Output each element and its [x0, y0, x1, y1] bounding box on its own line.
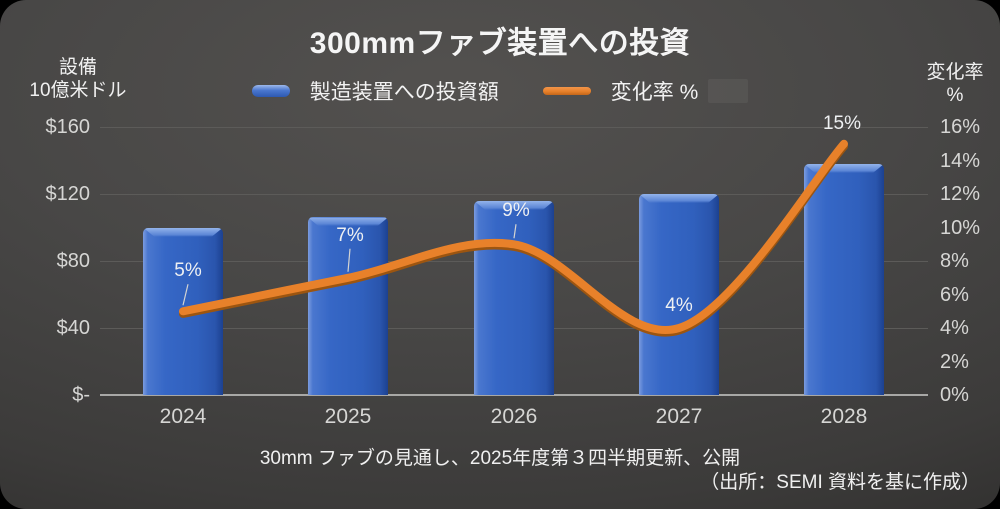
left-axis-title: 設備 10億米ドル	[14, 56, 142, 102]
footnote-caption: 30mm ファブの見通し、2025年度第３四半期更新、公開	[259, 448, 741, 469]
right-axis-tick: 0%	[940, 384, 969, 406]
x-axis-label: 2028	[820, 405, 868, 428]
left-axis-tick: $40	[56, 317, 90, 339]
chart-title: 300mmファブ装置への投資	[309, 27, 691, 60]
line-series-swatch-icon	[542, 87, 591, 95]
bar-2028	[804, 163, 884, 395]
x-axis-line	[100, 394, 928, 396]
gridline	[100, 127, 928, 128]
left-axis-tick: $160	[45, 116, 91, 138]
left-axis-tick: $80	[56, 250, 90, 272]
x-axis-label: 2027	[655, 405, 703, 428]
x-axis-label: 2026	[490, 405, 538, 428]
legend: 製造装置への投資額 変化率 %	[0, 76, 1000, 106]
bar-series-swatch-icon	[251, 85, 290, 97]
legend-highlight	[708, 79, 749, 103]
right-axis-tick: 14%	[940, 149, 981, 172]
right-axis-title: 変化率 %	[913, 61, 997, 107]
right-axis-tick: 2%	[940, 350, 969, 373]
right-axis-tick: 8%	[940, 250, 969, 272]
x-axis-label: 2024	[159, 405, 207, 428]
bar-2026	[474, 200, 554, 395]
left-axis-tick: $-	[72, 384, 90, 406]
line-point-label: 15%	[822, 112, 862, 134]
right-axis-tick: 6%	[940, 283, 969, 306]
left-axis-title-line2: 10億米ドル	[29, 80, 127, 101]
right-axis-tick: 16%	[940, 116, 981, 138]
right-axis-tick: 12%	[940, 183, 981, 205]
right-axis-tick: 4%	[940, 317, 969, 339]
right-axis-tick: 10%	[940, 216, 981, 239]
source-credit: （出所：SEMI 資料を基に作成）	[700, 472, 980, 493]
right-axis-title-line1: 変化率	[926, 62, 984, 83]
line-point-label: 7%	[336, 224, 364, 246]
legend-bar-label: 製造装置への投資額	[309, 81, 499, 104]
legend-line-label: 変化率 %	[610, 81, 699, 104]
right-axis-title-line2: %	[946, 85, 964, 106]
line-point-label: 4%	[665, 295, 693, 316]
left-axis-tick: $120	[45, 183, 91, 205]
left-axis-title-line1: 設備	[58, 57, 97, 78]
x-axis-label: 2025	[324, 405, 372, 428]
line-point-label: 5%	[174, 260, 202, 282]
line-point-label: 9%	[502, 200, 530, 222]
bar-2024	[143, 227, 223, 395]
